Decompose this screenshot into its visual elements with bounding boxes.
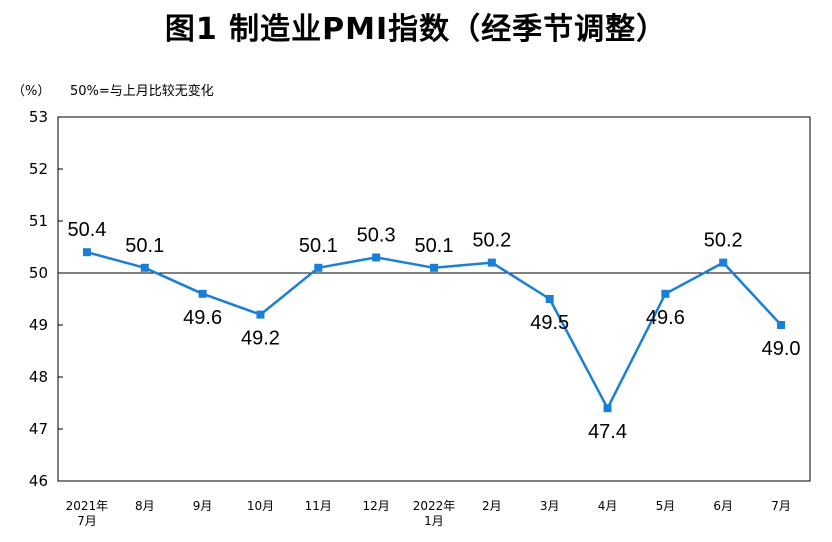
unit-label: （%） bbox=[12, 84, 50, 99]
x-tick-label: 4月 bbox=[598, 499, 618, 513]
x-tick-label: 2月 bbox=[482, 499, 502, 513]
data-point bbox=[545, 295, 554, 303]
x-tick-label: 1月 bbox=[424, 514, 444, 528]
data-label: 50.2 bbox=[704, 230, 743, 252]
x-tick-label: 8月 bbox=[135, 499, 155, 513]
series-line bbox=[86, 250, 782, 410]
data-label: 49.5 bbox=[530, 312, 569, 334]
data-point bbox=[256, 310, 265, 319]
chart-title: 图1 制造业PMI指数（经季节调整） bbox=[164, 12, 668, 47]
x-tick-label: 6月 bbox=[713, 499, 733, 513]
data-label: 50.2 bbox=[472, 230, 511, 252]
x-tick-label: 3月 bbox=[540, 499, 560, 513]
x-tick-label: 9月 bbox=[193, 499, 213, 513]
data-label: 49.2 bbox=[241, 328, 280, 350]
x-tick-label: 12月 bbox=[363, 499, 390, 513]
data-label: 50.3 bbox=[357, 224, 396, 246]
y-tick-label: 48 bbox=[29, 368, 48, 386]
data-label: 47.4 bbox=[588, 421, 627, 443]
x-tick-label: 11月 bbox=[305, 499, 332, 513]
x-tick-label: 10月 bbox=[247, 499, 274, 513]
data-point bbox=[430, 263, 438, 272]
data-point bbox=[777, 321, 786, 329]
reference-note: 50%=与上月比较无变化 bbox=[70, 83, 214, 99]
data-label: 49.0 bbox=[762, 338, 801, 360]
x-tick-label: 2021年 bbox=[66, 499, 109, 513]
y-tick-label: 50 bbox=[29, 264, 48, 282]
data-point bbox=[487, 258, 496, 267]
x-tick-label: 2022年 bbox=[413, 499, 456, 513]
y-tick-label: 49 bbox=[29, 316, 48, 334]
data-point bbox=[82, 248, 91, 257]
data-label: 49.6 bbox=[183, 307, 222, 329]
y-tick-label: 53 bbox=[29, 108, 48, 126]
data-point bbox=[661, 289, 670, 298]
data-label: 50.1 bbox=[299, 235, 338, 257]
x-tick-label: 7月 bbox=[771, 499, 791, 513]
data-point bbox=[603, 404, 612, 413]
data-label: 50.4 bbox=[67, 219, 106, 241]
y-tick-label: 46 bbox=[29, 472, 48, 490]
data-point bbox=[140, 263, 149, 272]
y-tick-label: 47 bbox=[29, 420, 48, 438]
y-tick-label: 52 bbox=[29, 160, 48, 178]
data-point bbox=[372, 253, 381, 262]
x-tick-label: 5月 bbox=[656, 499, 676, 513]
data-label: 50.1 bbox=[415, 235, 454, 257]
plot-frame bbox=[57, 116, 811, 482]
data-point bbox=[719, 258, 728, 267]
x-tick-label: 7月 bbox=[77, 514, 97, 528]
data-label: 50.1 bbox=[125, 235, 164, 257]
data-label: 49.6 bbox=[646, 307, 685, 329]
data-point bbox=[198, 289, 207, 298]
y-tick-label: 51 bbox=[29, 212, 48, 230]
data-point bbox=[314, 263, 323, 272]
